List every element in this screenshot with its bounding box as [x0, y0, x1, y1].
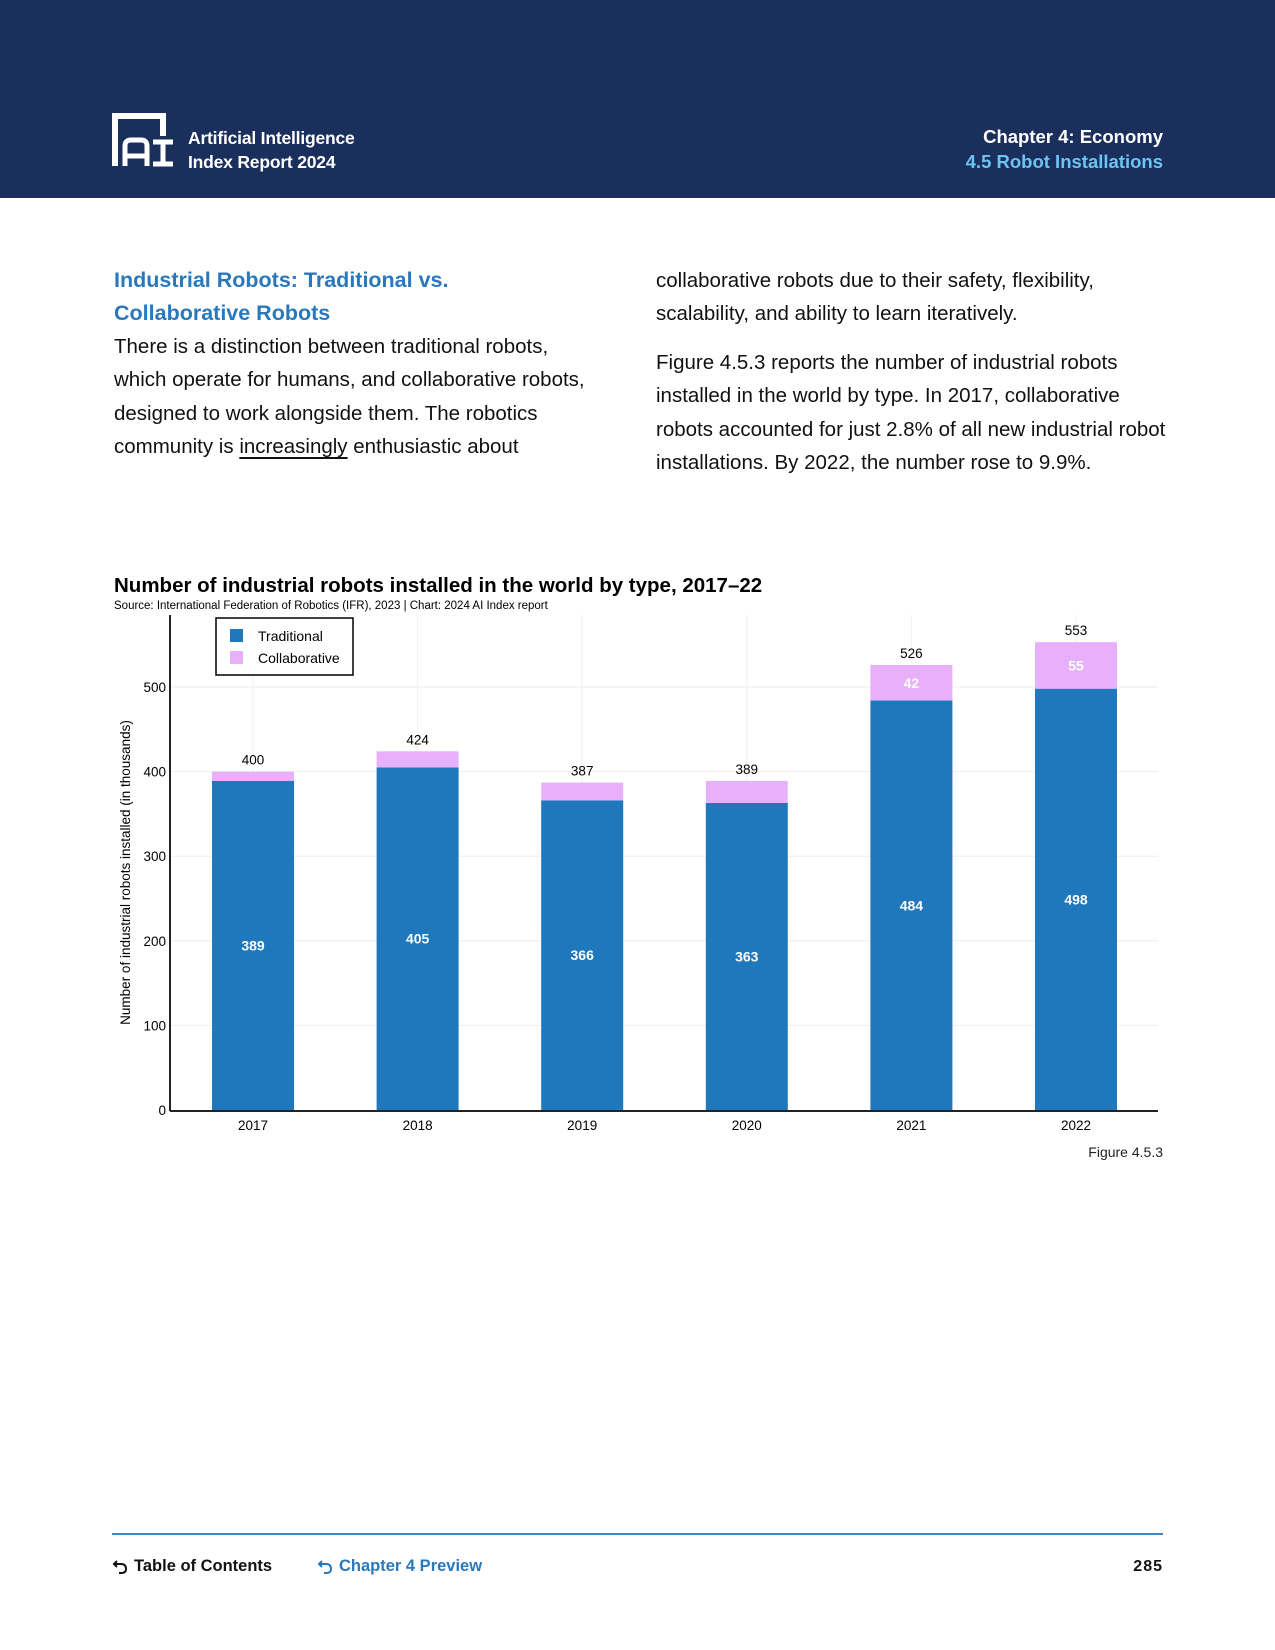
chart-source: Source: International Federation of Robo…	[114, 600, 548, 612]
section-heading: Industrial Robots: Traditional vs. Colla…	[114, 264, 604, 330]
intro-text: There is a distinction between tradition…	[114, 335, 585, 459]
toc-label: Table of Contents	[134, 1557, 273, 1575]
data-label-traditional-2019: 366	[571, 947, 595, 963]
right-column: collaborative robots due to their safety…	[656, 264, 1176, 479]
legend-swatch-collaborative	[230, 651, 243, 664]
chart-title: Number of industrial robots installed in…	[114, 574, 763, 597]
bar-collaborative-2022	[1035, 642, 1117, 689]
y-tick-label-100: 100	[143, 1018, 166, 1033]
brand-line-2: Index Report 2024	[188, 152, 336, 172]
bar-collaborative-2021	[870, 665, 953, 701]
brand-line-1: Artificial Intelligence	[188, 128, 355, 148]
bar-traditional-2018	[376, 767, 459, 1110]
intro-paragraph: There is a distinction between tradition…	[114, 330, 604, 464]
y-tick-label-200: 200	[143, 934, 166, 949]
continued-paragraph: collaborative robots due to their safety…	[656, 269, 1094, 326]
increasingly-link[interactable]: increasingly	[239, 435, 348, 459]
bar-collaborative-2020	[705, 780, 788, 803]
y-tick-label-400: 400	[143, 765, 166, 780]
bar-traditional-2021	[870, 700, 953, 1110]
x-tick-label-2017: 2017	[238, 1118, 268, 1133]
data-label-total-2020: 389	[736, 762, 759, 777]
data-label-traditional-2017: 389	[241, 937, 265, 953]
x-tick-label-2019: 2019	[567, 1118, 597, 1133]
x-tick-label-2021: 2021	[896, 1118, 926, 1133]
figure-description-paragraph: Figure 4.5.3 reports the number of indus…	[656, 350, 1166, 475]
report-brand: Artificial Intelligence Index Report 202…	[188, 126, 355, 174]
bar-traditional-2020	[705, 802, 788, 1110]
data-label-collaborative-2021: 42	[904, 675, 920, 691]
data-label-traditional-2022: 498	[1064, 891, 1088, 907]
bar-collaborative-2017	[212, 771, 294, 781]
data-label-total-2018: 424	[406, 732, 429, 747]
x-tick-label-2018: 2018	[403, 1118, 433, 1133]
intro-text-end: enthusiastic about	[347, 435, 519, 459]
bar-traditional-2019	[541, 800, 624, 1110]
return-arrow-icon	[317, 1559, 333, 1574]
legend-label-collaborative: Collaborative	[258, 650, 340, 666]
preview-label: Chapter 4 Preview	[339, 1557, 483, 1575]
y-axis-title: Number of industrial robots installed (i…	[118, 720, 133, 1025]
chapter-heading: Chapter 4: Economy 4.5 Robot Installatio…	[966, 124, 1163, 174]
bar-traditional-2017	[212, 780, 294, 1110]
chapter-title: Chapter 4: Economy	[983, 126, 1163, 147]
bar-collaborative-2019	[541, 782, 624, 801]
data-label-collaborative-2022: 55	[1068, 657, 1084, 673]
ai-index-logo-icon	[112, 113, 173, 167]
y-tick-label-500: 500	[143, 680, 166, 695]
legend-box	[215, 617, 354, 676]
legend-swatch-traditional	[230, 629, 243, 642]
y-tick-label-0: 0	[158, 1103, 166, 1118]
data-label-total-2022: 553	[1065, 623, 1088, 638]
section-heading-line-2: Collaborative Robots	[114, 301, 331, 325]
data-label-traditional-2021: 484	[900, 897, 924, 913]
data-label-total-2017: 400	[242, 753, 265, 768]
legend-label-traditional: Traditional	[258, 628, 323, 644]
bar-collaborative-2018	[376, 751, 459, 768]
data-label-traditional-2018: 405	[406, 931, 430, 947]
figure-label: Figure 4.5.3	[1088, 1144, 1163, 1160]
y-tick-label-300: 300	[143, 849, 166, 864]
bar-traditional-2022	[1035, 688, 1117, 1110]
page-header: Artificial Intelligence Index Report 202…	[0, 0, 1275, 198]
section-title-link[interactable]: 4.5 Robot Installations	[965, 151, 1163, 172]
page-number: 285	[1133, 1558, 1163, 1575]
chapter-preview-link[interactable]: Chapter 4 Preview	[317, 1557, 482, 1576]
x-tick-label-2020: 2020	[732, 1118, 762, 1133]
section-heading-line-1: Industrial Robots: Traditional vs.	[114, 268, 449, 292]
data-label-total-2019: 387	[571, 764, 594, 779]
return-arrow-icon	[112, 1559, 128, 1574]
footer-divider	[112, 1533, 1163, 1535]
left-column: Industrial Robots: Traditional vs. Colla…	[114, 264, 604, 464]
table-of-contents-link[interactable]: Table of Contents	[112, 1557, 272, 1576]
x-tick-label-2022: 2022	[1061, 1118, 1091, 1133]
data-label-total-2021: 526	[900, 646, 923, 661]
data-label-traditional-2020: 363	[735, 948, 759, 964]
